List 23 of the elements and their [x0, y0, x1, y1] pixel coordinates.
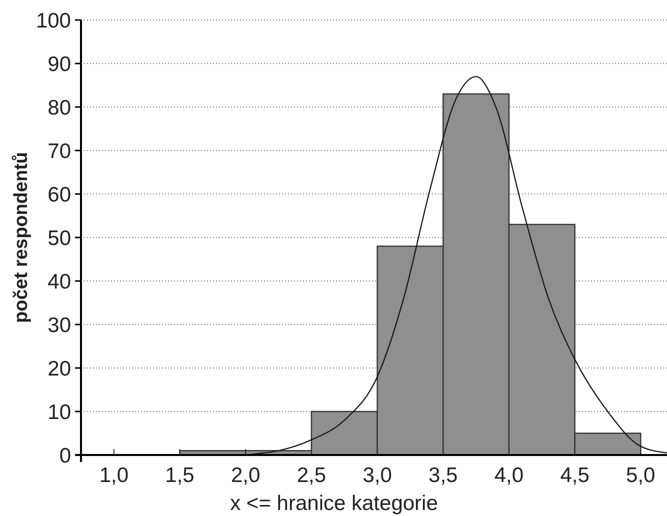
y-axis-title: počet respondentů: [11, 152, 32, 324]
x-tick-label: 1,0: [99, 464, 129, 487]
x-tick-label: 3,0: [362, 464, 392, 487]
y-tick-label: 10: [48, 400, 71, 424]
y-tick-label: 20: [48, 357, 71, 380]
y-tick-label: 30: [48, 314, 71, 337]
y-tick-label: 70: [48, 140, 71, 163]
y-tick-label: 80: [48, 96, 71, 120]
y-tick-label: 90: [48, 52, 71, 76]
x-tick-label: 2,5: [296, 464, 326, 487]
x-axis-title: x <= hranice kategorie: [230, 492, 438, 515]
y-tick-label: 40: [48, 270, 71, 294]
x-tick-label: 2,0: [231, 464, 260, 487]
y-tick-label: 60: [48, 183, 71, 206]
y-tick-label: 0: [59, 444, 71, 468]
line-series: [252, 76, 667, 455]
y-tick-label: 50: [48, 226, 71, 250]
x-tick-label: 5,0: [626, 464, 656, 487]
x-tick-label: 3,5: [428, 464, 458, 487]
x-tick-label: 4,5: [560, 464, 590, 487]
x-tick-label: 4,0: [494, 464, 524, 487]
x-tick-label: 1,5: [165, 464, 194, 487]
y-tick-label: 100: [36, 9, 71, 32]
